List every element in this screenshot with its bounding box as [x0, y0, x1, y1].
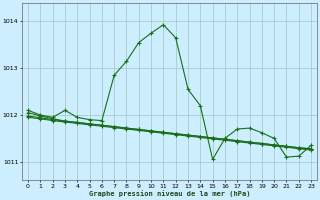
- X-axis label: Graphe pression niveau de la mer (hPa): Graphe pression niveau de la mer (hPa): [89, 190, 250, 197]
